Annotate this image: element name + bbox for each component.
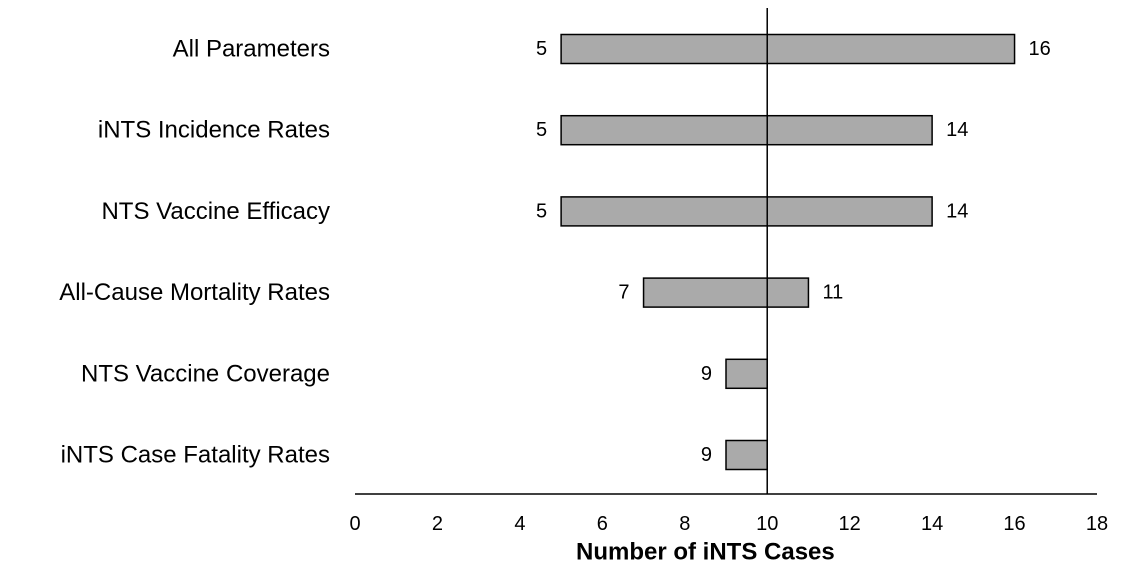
labels-layer: All Parameters 5 16 iNTS Incidence Rates 5 14… [59, 36, 1051, 469]
bar [560, 114, 933, 146]
bar [725, 358, 768, 390]
x-tick-label: 0 [349, 513, 360, 535]
category-label: NTS Vaccine Efficacy [101, 198, 330, 225]
bar [560, 196, 933, 227]
x-tick-labels: 0 2 4 6 8 10 12 14 16 18 [349, 513, 1108, 535]
x-tick-label: 10 [756, 513, 778, 535]
category-label: All Parameters [173, 36, 330, 63]
low-value-label: 5 [536, 119, 547, 141]
x-axis-title: Number of iNTS Cases [576, 539, 835, 566]
high-value-label: 14 [946, 200, 968, 222]
x-tick-label: 18 [1086, 513, 1108, 535]
low-value-label: 5 [536, 38, 547, 60]
x-tick-label: 12 [839, 513, 861, 535]
bar [725, 439, 768, 471]
high-value-label: 16 [1029, 38, 1051, 60]
category-label: iNTS Incidence Rates [98, 117, 330, 144]
x-axis [355, 8, 1097, 495]
low-value-label: 7 [618, 282, 629, 304]
high-value-label: 14 [946, 119, 968, 141]
category-label: NTS Vaccine Coverage [81, 360, 330, 387]
x-tick-label: 6 [597, 513, 608, 535]
bar [560, 33, 1016, 65]
low-value-label: 9 [701, 363, 712, 385]
x-tick-label: 16 [1003, 513, 1025, 535]
x-tick-label: 4 [514, 513, 525, 535]
bars-layer [560, 33, 1016, 471]
low-value-label: 5 [536, 200, 547, 222]
category-label: iNTS Case Fatality Rates [61, 442, 330, 469]
x-tick-label: 8 [679, 513, 690, 535]
x-tick-label: 14 [921, 513, 943, 535]
category-label: All-Cause Mortality Rates [59, 279, 330, 306]
bar [642, 277, 810, 308]
low-value-label: 9 [701, 444, 712, 466]
high-value-label: 11 [822, 282, 843, 304]
x-tick-label: 2 [432, 513, 443, 535]
